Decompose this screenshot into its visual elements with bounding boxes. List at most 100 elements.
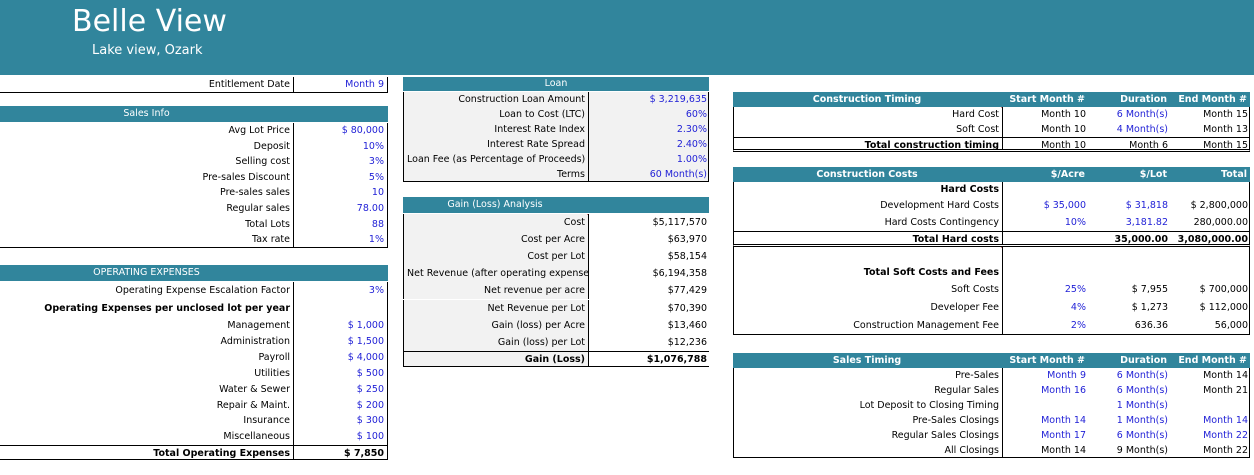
ct-label: Hard Cost: [734, 107, 1002, 122]
loan-label: Loan Fee (as Percentage of Proceeds): [407, 154, 586, 165]
gain-loss-label: Net revenue per acre: [404, 282, 588, 299]
st-duration: 9 Month(s): [1116, 445, 1168, 456]
soft-cost-lot: 636.36: [1134, 320, 1168, 331]
gain-loss-label-text: Cost: [564, 214, 588, 231]
sales-info-value[interactable]: 10: [293, 185, 388, 202]
st-end: Month 14: [1203, 415, 1248, 426]
gain-loss-header: Gain (Loss) Analysis: [403, 197, 709, 213]
opex-row: Utilities $ 500: [0, 365, 388, 382]
soft-cost-acre[interactable]: 4%: [1002, 299, 1089, 317]
cc-col-total: Total: [1221, 169, 1247, 180]
hard-cost-label: Hard Costs Contingency: [884, 217, 999, 228]
soft-cost-row: Construction Management Fee 2% 636.36 56,00…: [733, 317, 1250, 335]
ct-label-text: Soft Cost: [956, 124, 999, 135]
opex-value[interactable]: $ 300: [293, 413, 388, 430]
opex-label: Water & Sewer: [219, 383, 290, 395]
sales-info-row: Pre-sales Discount 5%: [0, 169, 388, 186]
gain-loss-label: Gain (loss) per Lot: [404, 334, 588, 351]
ct-start: Month 10: [1002, 107, 1089, 122]
gain-loss-label-text: Net Revenue per Lot: [487, 302, 585, 314]
gain-loss-value: $77,429: [588, 282, 710, 300]
ct-duration[interactable]: 6 Month(s): [1116, 109, 1168, 120]
operating-expenses-table: OPERATING EXPENSES Operating Expense Esc…: [0, 265, 388, 461]
sales-info-value[interactable]: 88: [293, 216, 388, 233]
sales-timing-table: Sales Timing Start Month # Duration End …: [733, 353, 1250, 461]
opex-value[interactable]: $ 500: [293, 365, 388, 382]
sales-info-value[interactable]: 10%: [293, 138, 388, 155]
loan-row: Construction Loan Amount $ 3,219,635: [403, 92, 709, 107]
loan-value[interactable]: 60 Month(s): [588, 167, 710, 181]
st-duration[interactable]: 1 Month(s): [1116, 415, 1168, 426]
soft-cost-total: 56,000: [1214, 320, 1248, 331]
sales-info-row: Total Lots 88: [0, 216, 388, 233]
st-start[interactable]: Month 17: [1002, 428, 1089, 443]
gain-loss-label: Net Revenue (after operating expenses): [404, 265, 588, 282]
hard-cost-row: Hard Costs Contingency 10% 3,181.82 280,000…: [733, 214, 1250, 231]
hard-cost-acre[interactable]: $ 35,000: [1002, 197, 1089, 214]
ct-end: Month 15: [1203, 109, 1248, 120]
opex-value[interactable]: $ 4,000: [293, 349, 388, 366]
hard-costs-total-row: Total Hard costs 35,000.00 3,080,000.00: [733, 231, 1250, 247]
gain-loss-value: $5,117,570: [588, 214, 710, 231]
gain-loss-value: $63,970: [588, 231, 710, 249]
loan-row: Terms 60 Month(s): [403, 167, 709, 182]
sales-info-value[interactable]: $ 80,000: [293, 123, 388, 139]
opex-escalation-value[interactable]: 3%: [293, 282, 388, 300]
opex-value[interactable]: $ 1,000: [293, 318, 388, 334]
cc-col-acre: $/Acre: [1050, 169, 1085, 180]
opex-per-lot-row: Operating Expenses per unclosed lot per …: [0, 300, 388, 318]
ct-label-text: Hard Cost: [952, 107, 1002, 120]
loan-value[interactable]: 1.00%: [588, 152, 710, 167]
loan-value[interactable]: 2.30%: [588, 122, 710, 137]
opex-label: Administration: [220, 335, 290, 347]
loan-label: Terms: [557, 169, 585, 180]
opex-label: Insurance: [243, 415, 290, 427]
sales-info-table: Sales Info Avg Lot Price $ 80,000 Deposit 1…: [0, 106, 388, 249]
gain-loss-label-text: Gain (loss) per Acre: [491, 319, 585, 331]
st-duration[interactable]: 6 Month(s): [1116, 370, 1168, 381]
loan-label: Construction Loan Amount: [458, 94, 585, 105]
opex-value[interactable]: $ 1,500: [293, 333, 388, 350]
sales-info-row: Regular sales 78.00: [0, 201, 388, 217]
loan-value[interactable]: $ 3,219,635: [588, 92, 710, 107]
hard-cost-acre[interactable]: 10%: [1002, 214, 1089, 231]
ct-total-duration: Month 6: [1129, 140, 1168, 149]
loan-value[interactable]: 2.40%: [588, 137, 710, 152]
sales-info-header: Sales Info: [0, 106, 388, 122]
st-col-start: Start Month #: [1009, 355, 1085, 366]
soft-cost-acre[interactable]: 2%: [1002, 317, 1089, 334]
opex-value[interactable]: $ 250: [293, 381, 388, 398]
sales-info-value[interactable]: 78.00: [293, 201, 388, 217]
st-duration[interactable]: 1 Month(s): [1116, 400, 1168, 411]
soft-cost-acre[interactable]: 25%: [1002, 281, 1089, 299]
st-duration[interactable]: 6 Month(s): [1116, 430, 1168, 441]
sales-info-label: Total Lots: [245, 218, 290, 230]
sales-info-value[interactable]: 3%: [293, 154, 388, 171]
loan-label: Interest Rate Spread: [487, 139, 585, 150]
opex-value[interactable]: $ 100: [293, 429, 388, 446]
opex-per-lot-empty: [293, 300, 388, 318]
ct-duration[interactable]: 4 Month(s): [1116, 124, 1168, 135]
sales-info-row: Avg Lot Price $ 80,000: [0, 123, 388, 139]
cc-col-lot: $/Lot: [1139, 169, 1167, 180]
st-start[interactable]: Month 14: [1002, 413, 1089, 428]
gain-loss-row: Net Revenue (after operating expenses) $6…: [403, 265, 710, 283]
ct-total-label: Total construction timing: [864, 140, 999, 149]
loan-value[interactable]: 60%: [588, 107, 710, 122]
opex-value[interactable]: $ 200: [293, 397, 388, 414]
column-divider: [1002, 232, 1003, 244]
st-start[interactable]: Month 16: [1002, 383, 1089, 398]
sales-info-value[interactable]: 1%: [293, 232, 388, 248]
sales-timing-row: All Closings Month 14 9 Month(s) Month 22: [733, 443, 1250, 458]
gain-loss-value: $12,236: [588, 333, 710, 351]
entitlement-value[interactable]: Month 9: [293, 77, 388, 92]
gain-loss-row: Gain (loss) per Acre $13,460: [403, 316, 710, 334]
hard-costs-heading-row: Hard Costs: [733, 182, 1250, 197]
ct-col-end: End Month #: [1178, 94, 1247, 105]
st-duration[interactable]: 6 Month(s): [1116, 385, 1168, 396]
construction-timing-table: Construction Timing Start Month # Durati…: [733, 92, 1250, 153]
sales-info-value[interactable]: 5%: [293, 169, 388, 186]
column-divider: [1002, 247, 1003, 281]
st-start[interactable]: Month 9: [1002, 368, 1089, 383]
gain-loss-label: Cost: [404, 214, 588, 231]
